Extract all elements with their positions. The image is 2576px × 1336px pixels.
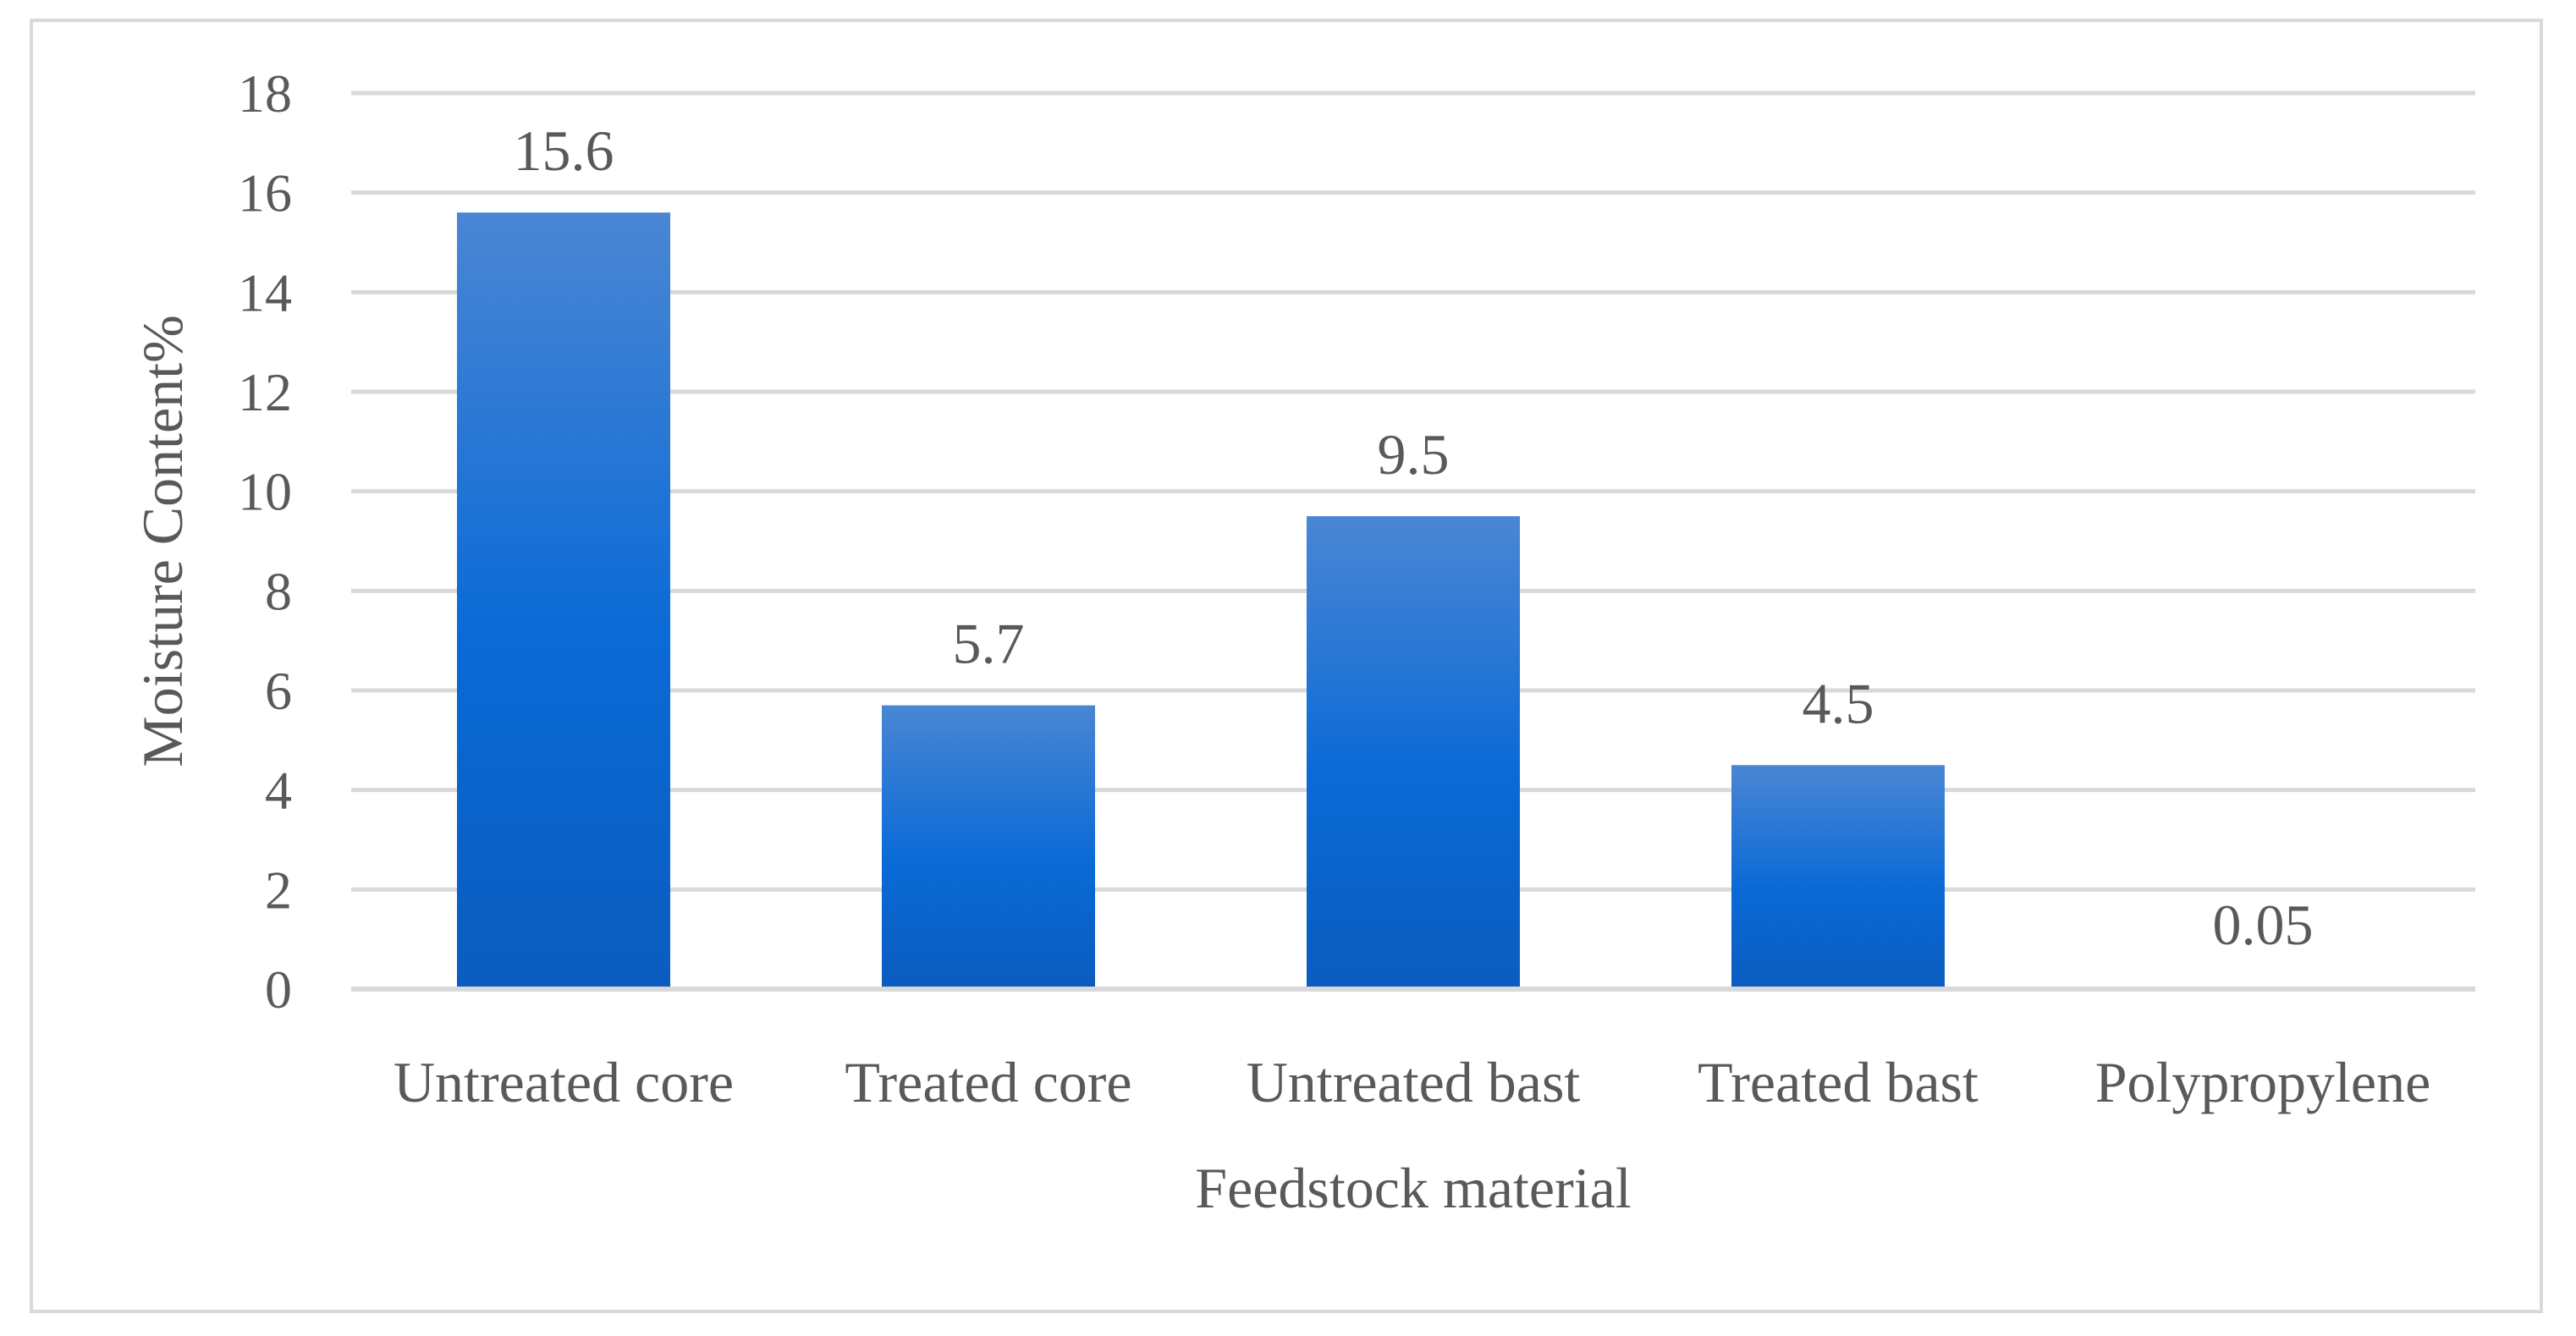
data-label: 15.6 bbox=[514, 118, 614, 183]
x-category-label: Polypropylene bbox=[2095, 1050, 2431, 1114]
y-tick-label: 18 bbox=[238, 63, 292, 124]
data-label: 0.05 bbox=[2213, 893, 2314, 957]
y-tick-label: 4 bbox=[265, 761, 292, 821]
y-axis-title: Moisture Content% bbox=[130, 315, 195, 767]
bar bbox=[1307, 516, 1520, 989]
y-tick-label: 16 bbox=[238, 163, 292, 223]
data-label: 9.5 bbox=[1378, 422, 1450, 487]
y-tick-label: 8 bbox=[265, 561, 292, 621]
bars bbox=[457, 212, 2370, 989]
x-axis-title: Feedstock material bbox=[1195, 1156, 1631, 1220]
data-label: 4.5 bbox=[1803, 671, 1874, 735]
y-tick-label: 2 bbox=[265, 860, 292, 920]
data-labels: 15.6 5.7 9.5 4.5 0.05 bbox=[514, 118, 2314, 957]
gridlines bbox=[351, 91, 2475, 892]
y-tick-label: 14 bbox=[238, 262, 292, 322]
x-category-label: Treated bast bbox=[1698, 1050, 1979, 1114]
y-tick-label: 12 bbox=[238, 362, 292, 422]
y-axis-ticks: 0 2 4 6 8 10 12 14 16 18 bbox=[238, 63, 292, 1020]
y-tick-label: 10 bbox=[238, 462, 292, 522]
chart-frame bbox=[30, 19, 2543, 1313]
y-tick-label: 0 bbox=[265, 959, 292, 1020]
data-label: 5.7 bbox=[953, 612, 1025, 676]
bar bbox=[1731, 765, 1945, 989]
x-category-label: Untreated bast bbox=[1247, 1050, 1581, 1114]
x-axis-categories: Untreated core Treated core Untreated bast… bbox=[394, 1050, 2430, 1114]
bar bbox=[882, 705, 1095, 989]
bar bbox=[457, 212, 670, 989]
x-category-label: Treated core bbox=[845, 1050, 1131, 1114]
y-tick-label: 6 bbox=[265, 661, 292, 721]
x-category-label: Untreated core bbox=[394, 1050, 734, 1114]
